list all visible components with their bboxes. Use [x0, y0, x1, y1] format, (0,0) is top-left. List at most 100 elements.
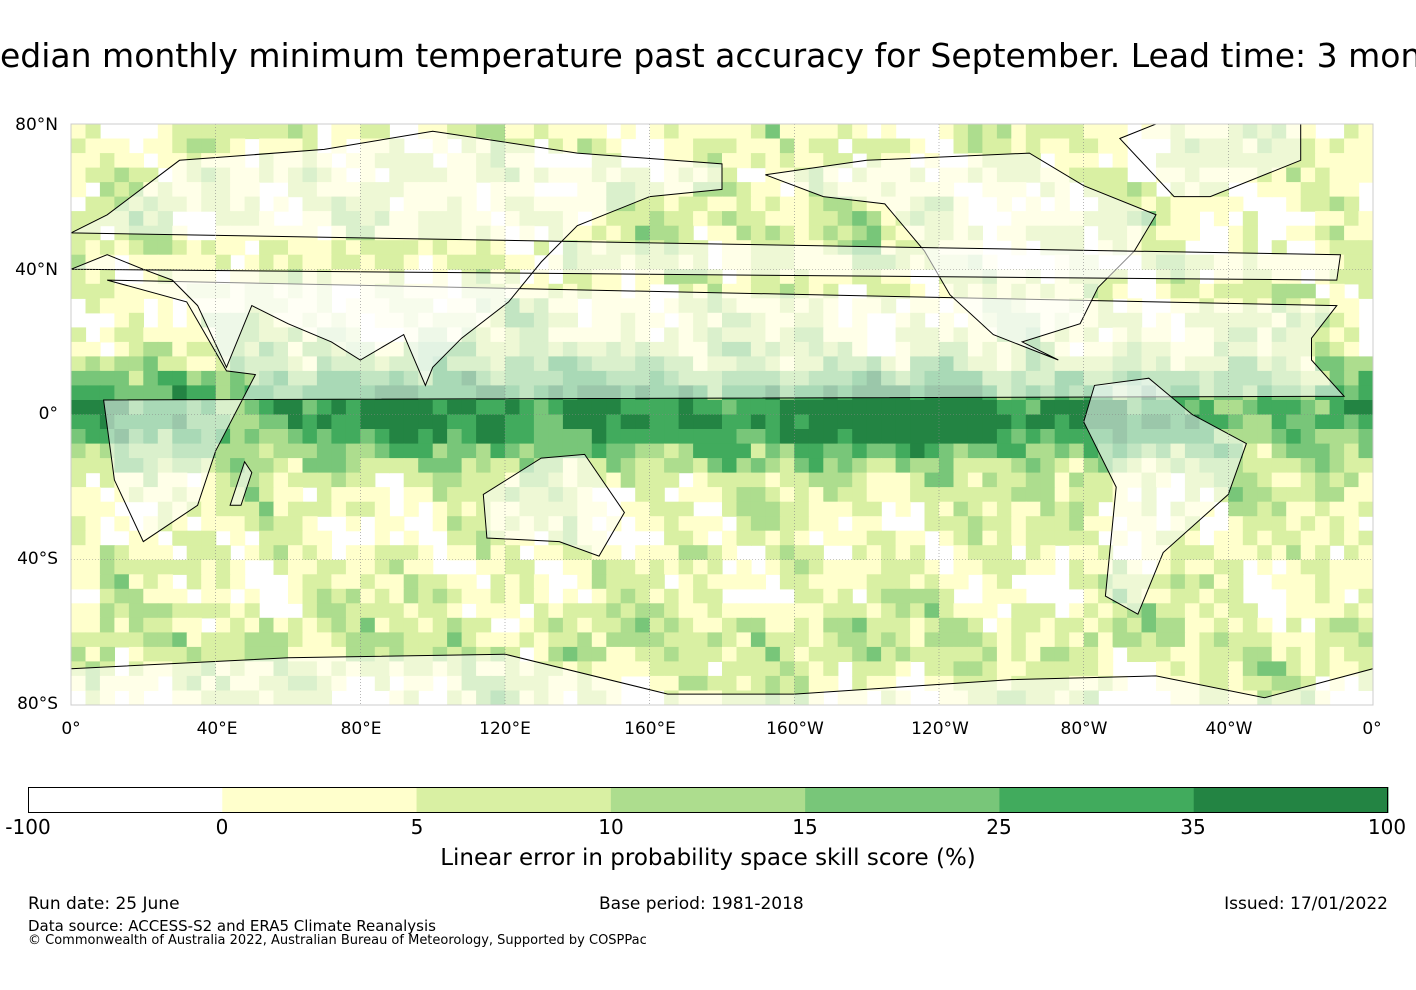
skill-cell [1300, 603, 1316, 619]
skill-cell [606, 559, 622, 575]
skill-cell [866, 530, 882, 546]
skill-cell [316, 254, 332, 270]
skill-cell [114, 298, 130, 314]
skill-cell [765, 661, 781, 677]
skill-cell [678, 545, 694, 561]
skill-cell [750, 661, 766, 677]
skill-cell [765, 429, 781, 445]
skill-cell [71, 458, 87, 474]
skill-cell [577, 559, 593, 575]
skill-cell [403, 429, 419, 445]
skill-cell [316, 617, 332, 633]
skill-cell [99, 545, 115, 561]
skill-cell [577, 574, 593, 590]
skill-cell [476, 429, 492, 445]
skill-cell [996, 574, 1012, 590]
skill-cell [1344, 443, 1360, 459]
skill-cell [316, 501, 332, 517]
skill-cell [910, 472, 926, 488]
skill-cell [1025, 545, 1041, 561]
skill-cell [1358, 254, 1373, 270]
landmass-antarctica [71, 653, 1373, 705]
skill-cell [881, 530, 897, 546]
skill-cell [693, 138, 709, 154]
skill-cell [1228, 283, 1244, 299]
skill-cell [1344, 646, 1360, 662]
skill-cell [71, 472, 87, 488]
skill-cell [447, 588, 463, 604]
skill-cell [982, 501, 998, 517]
skill-cell [447, 254, 463, 270]
skill-cell [779, 632, 795, 648]
skill-cell [1315, 182, 1331, 198]
skill-cell [982, 574, 998, 590]
skill-cell [1242, 661, 1258, 677]
skill-cell [722, 458, 738, 474]
skill-cell [273, 545, 289, 561]
skill-cell [765, 400, 781, 416]
skill-cell [461, 530, 477, 546]
skill-cell [432, 443, 448, 459]
skill-cell [635, 574, 651, 590]
skill-cell [967, 559, 983, 575]
skill-cell [302, 443, 318, 459]
skill-cell [273, 530, 289, 546]
skill-cell [244, 443, 260, 459]
skill-cell [360, 501, 376, 517]
skill-cell [490, 124, 506, 140]
lat-label-40s: 40°S [17, 549, 58, 569]
skill-cell [548, 646, 564, 662]
skill-cell [722, 138, 738, 154]
skill-cell [693, 458, 709, 474]
skill-cell [172, 617, 188, 633]
skill-cell [866, 661, 882, 677]
skill-cell [794, 632, 810, 648]
skill-cell [750, 530, 766, 546]
skill-cell [1358, 559, 1373, 575]
skill-cell [1011, 414, 1027, 430]
skill-cell [273, 138, 289, 154]
skill-cell [345, 487, 361, 503]
skill-cell [1271, 472, 1287, 488]
skill-cell [1358, 225, 1373, 241]
skill-cell [461, 545, 477, 561]
skill-cell [1069, 429, 1085, 445]
skill-cell [1025, 138, 1041, 154]
skill-cell [432, 603, 448, 619]
skill-cell [71, 283, 87, 299]
skill-cell [533, 617, 549, 633]
skill-cell [1112, 124, 1128, 140]
skill-cell [172, 124, 188, 140]
skill-cell [562, 559, 578, 575]
skill-cell [1025, 516, 1041, 532]
skill-cell [143, 617, 159, 633]
skill-cell [215, 559, 231, 575]
skill-cell [548, 603, 564, 619]
skill-cell [288, 574, 304, 590]
skill-cell [953, 516, 969, 532]
skill-cell [1112, 153, 1128, 169]
skill-cell [447, 443, 463, 459]
skill-cell [1329, 661, 1345, 677]
skill-cell [664, 588, 680, 604]
skill-cell [259, 516, 275, 532]
skill-cell [967, 501, 983, 517]
skill-cell [924, 501, 940, 517]
skill-cell [432, 429, 448, 445]
skill-cell [360, 559, 376, 575]
skill-cell [143, 138, 159, 154]
skill-cell [215, 472, 231, 488]
skill-cell [1271, 414, 1287, 430]
skill-cell [143, 341, 159, 357]
skill-cell [360, 617, 376, 633]
skill-cell [939, 632, 955, 648]
skill-cell [1286, 443, 1302, 459]
skill-cell [345, 603, 361, 619]
skill-cell [606, 545, 622, 561]
skill-cell [1271, 458, 1287, 474]
skill-cell [1257, 487, 1273, 503]
skill-cell [1329, 283, 1345, 299]
skill-cell [1300, 225, 1316, 241]
skill-cell [230, 124, 246, 140]
skill-cell [533, 646, 549, 662]
